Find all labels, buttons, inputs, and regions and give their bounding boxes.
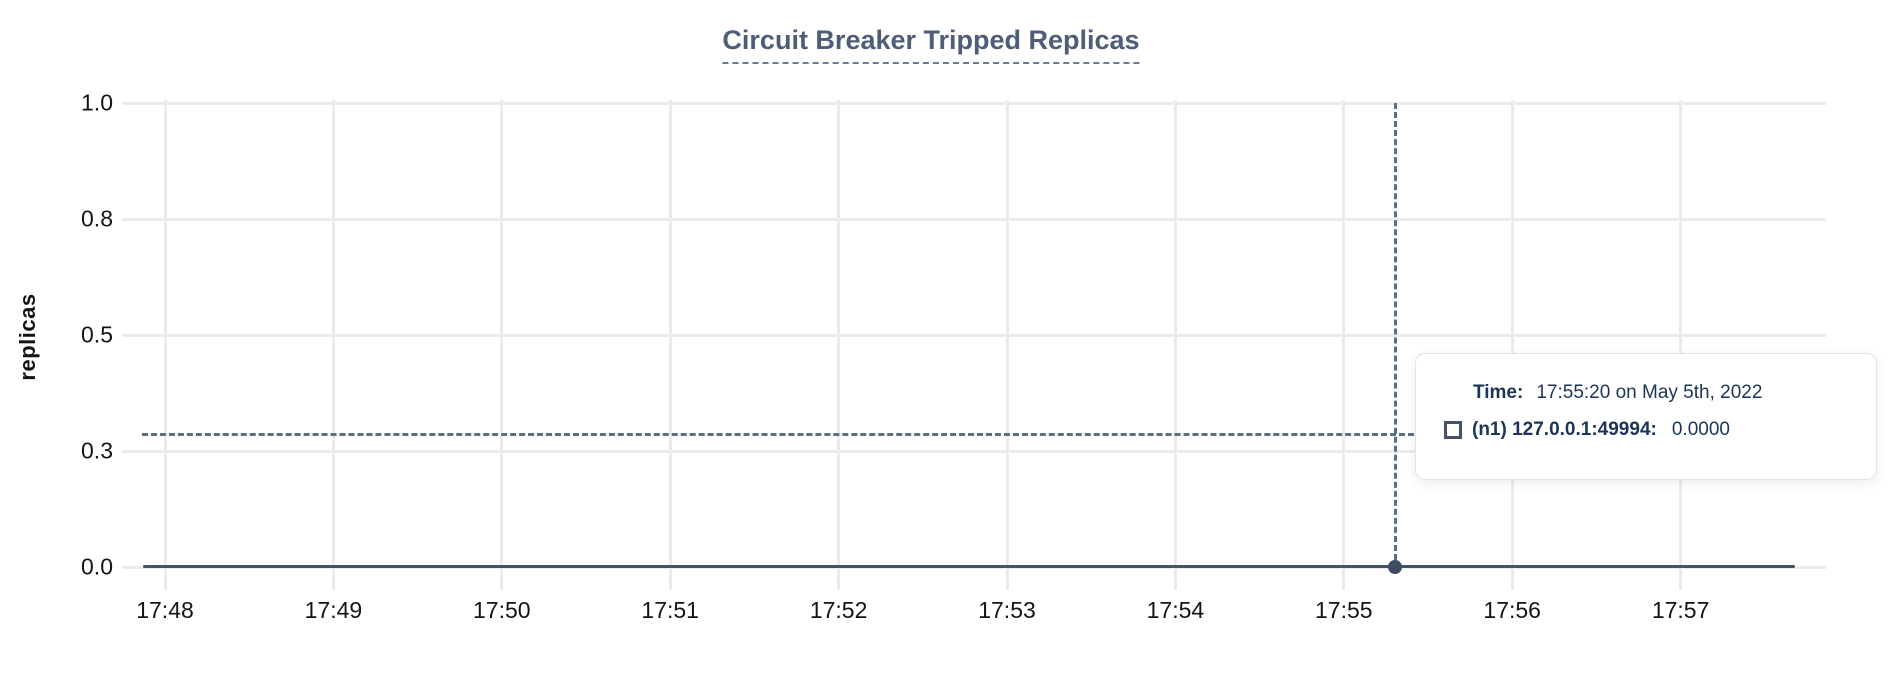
x-gridline [500, 100, 504, 590]
x-gridline [331, 100, 335, 590]
x-gridline [1342, 100, 1346, 590]
x-gridline [1679, 100, 1683, 590]
y-axis-tick-label: 0.8 [81, 205, 113, 232]
tooltip-series-value: 0.0000 [1671, 419, 1730, 440]
tooltip-time-label: Time: [1473, 382, 1524, 403]
x-axis-tick-label: 17:54 [1146, 597, 1205, 623]
x-axis-tick-label: 17:50 [473, 597, 531, 623]
x-gridline [668, 100, 672, 590]
crosshair-vertical-line [1394, 103, 1397, 569]
hovered-data-point [1388, 560, 1402, 574]
tooltip-series-name: (n1) 127.0.0.1:49994: [1472, 419, 1657, 440]
x-axis-tick-label: 17:49 [304, 597, 363, 623]
y-axis-tick-label: 0.5 [81, 321, 113, 348]
y-axis-tick-label: 1.0 [81, 89, 113, 116]
chart-title[interactable]: Circuit Breaker Tripped Replicas [722, 25, 1140, 64]
tooltip: Time: 17:55:20 on May 5th, 2022 (n1) 127… [1415, 353, 1877, 480]
tooltip-time-value: 17:55:20 on May 5th, 2022 [1536, 382, 1763, 403]
x-axis-tick-label: 17:57 [1651, 597, 1710, 623]
x-axis-tick-label: 17:53 [978, 597, 1036, 623]
x-axis-tick-label: 17:52 [809, 597, 868, 623]
tooltip-series-row: (n1) 127.0.0.1:49994: 0.0000 [1444, 419, 1876, 441]
tooltip-time-row: Time: 17:55:20 on May 5th, 2022 [1473, 382, 1876, 404]
x-gridline [1510, 100, 1514, 590]
y-gridline [122, 101, 1826, 105]
y-axis-tick-label: 0.3 [81, 437, 113, 464]
x-gridline [163, 100, 167, 590]
series-legend-square-icon [1444, 421, 1462, 439]
y-gridline [122, 217, 1826, 221]
x-axis-tick-label: 17:56 [1483, 597, 1541, 623]
x-axis-tick-label: 17:48 [136, 597, 194, 623]
y-axis-tick-label: 0.0 [81, 553, 113, 580]
series-line [143, 565, 1795, 568]
y-gridline [122, 333, 1826, 337]
x-gridline [837, 100, 841, 590]
x-axis-tick-label: 17:51 [641, 597, 699, 623]
y-gridline [122, 449, 1826, 453]
x-gridline [1005, 100, 1009, 590]
x-gridline [1173, 100, 1177, 590]
crosshair-horizontal-line [142, 433, 1414, 436]
x-axis-tick-label: 17:55 [1315, 597, 1373, 623]
